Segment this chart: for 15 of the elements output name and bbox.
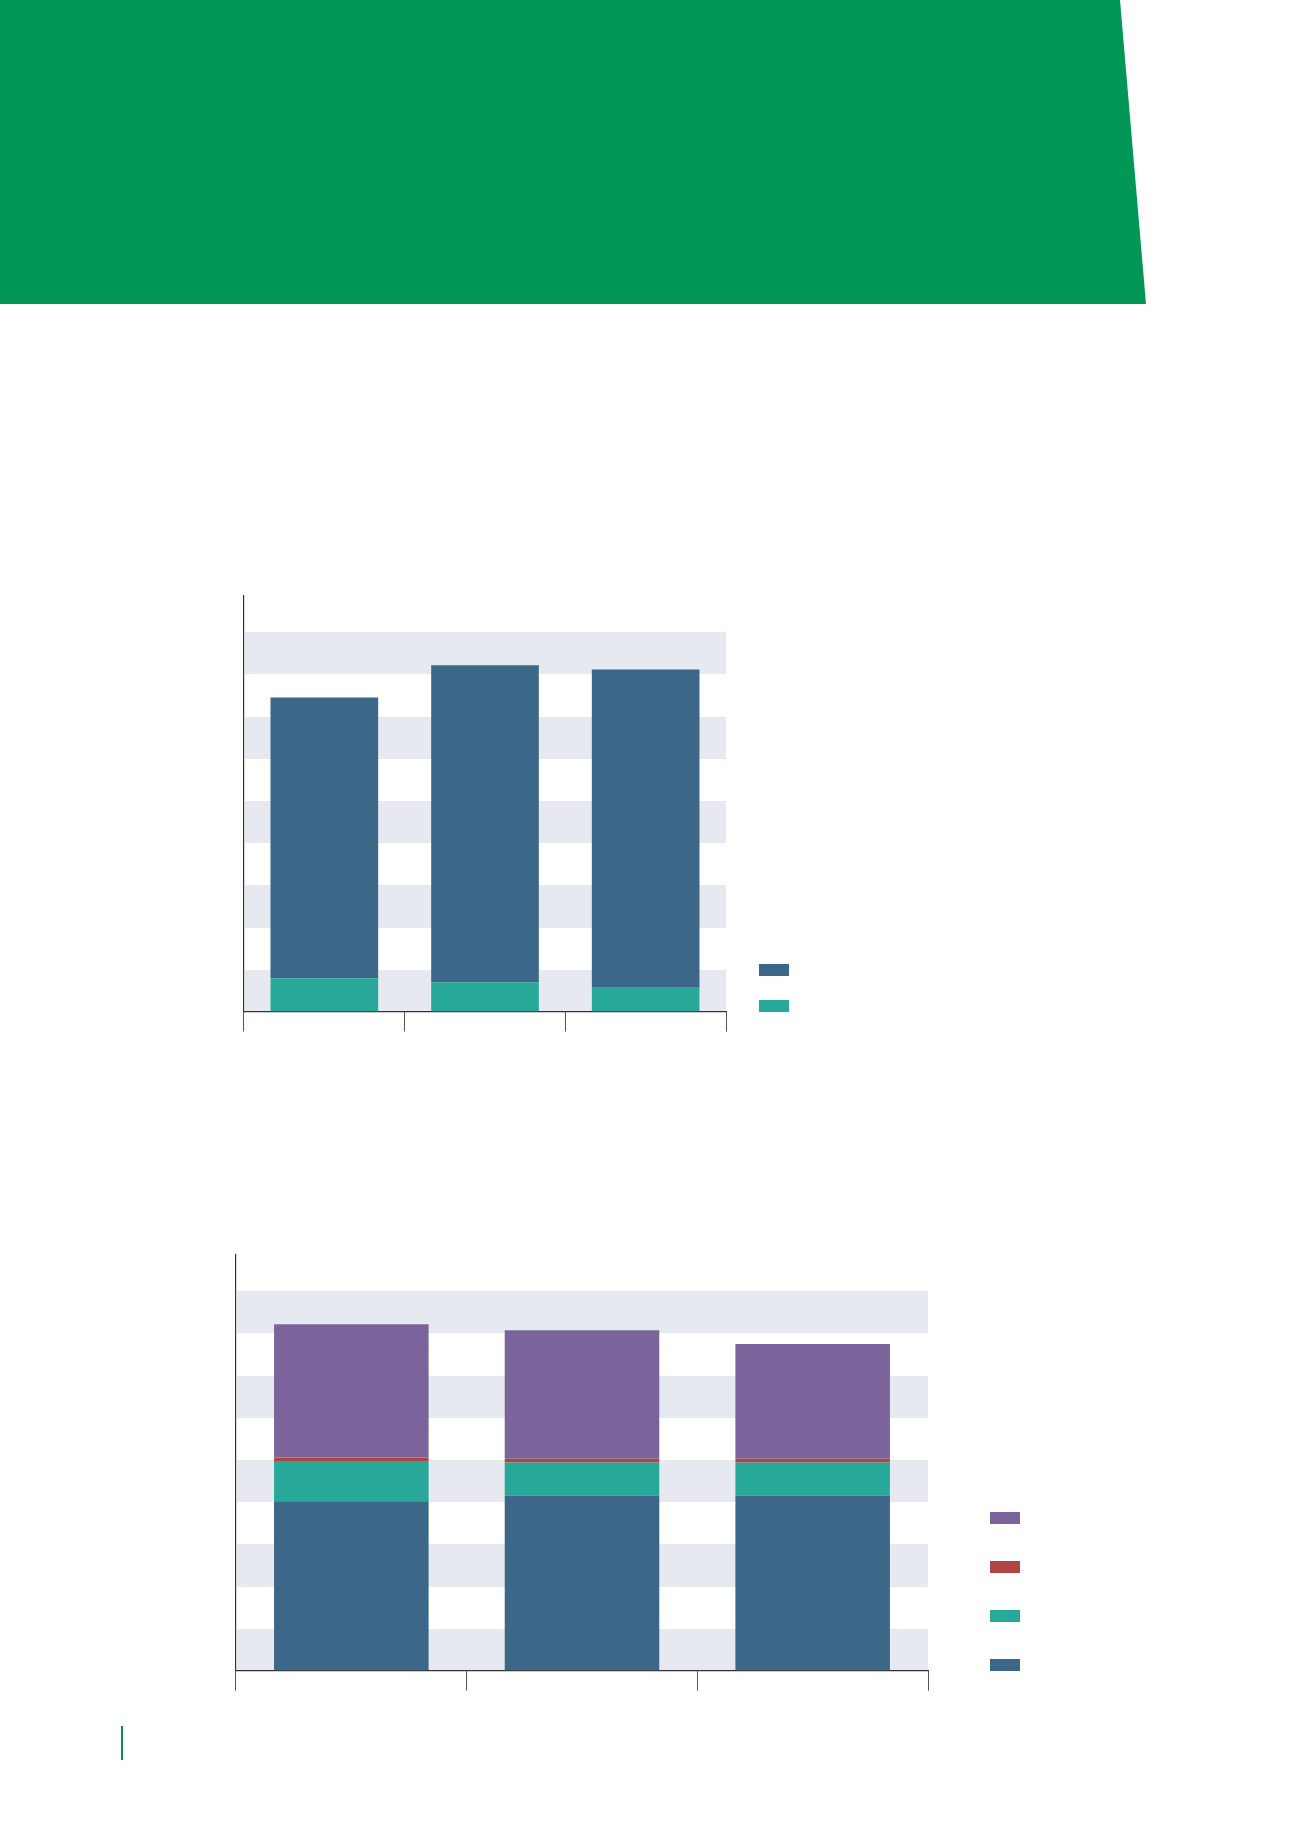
bar — [591, 669, 700, 988]
bar — [504, 1462, 660, 1496]
bar — [431, 665, 539, 983]
bar — [274, 1501, 429, 1671]
bar — [270, 978, 379, 1012]
bar — [735, 1344, 890, 1459]
bar — [274, 1324, 429, 1458]
bar — [735, 1462, 890, 1496]
bar — [504, 1330, 660, 1459]
bar — [274, 1461, 429, 1502]
bar — [735, 1495, 890, 1671]
bar — [504, 1495, 660, 1671]
bar — [270, 697, 379, 979]
bar — [591, 987, 700, 1012]
bar — [431, 982, 539, 1012]
